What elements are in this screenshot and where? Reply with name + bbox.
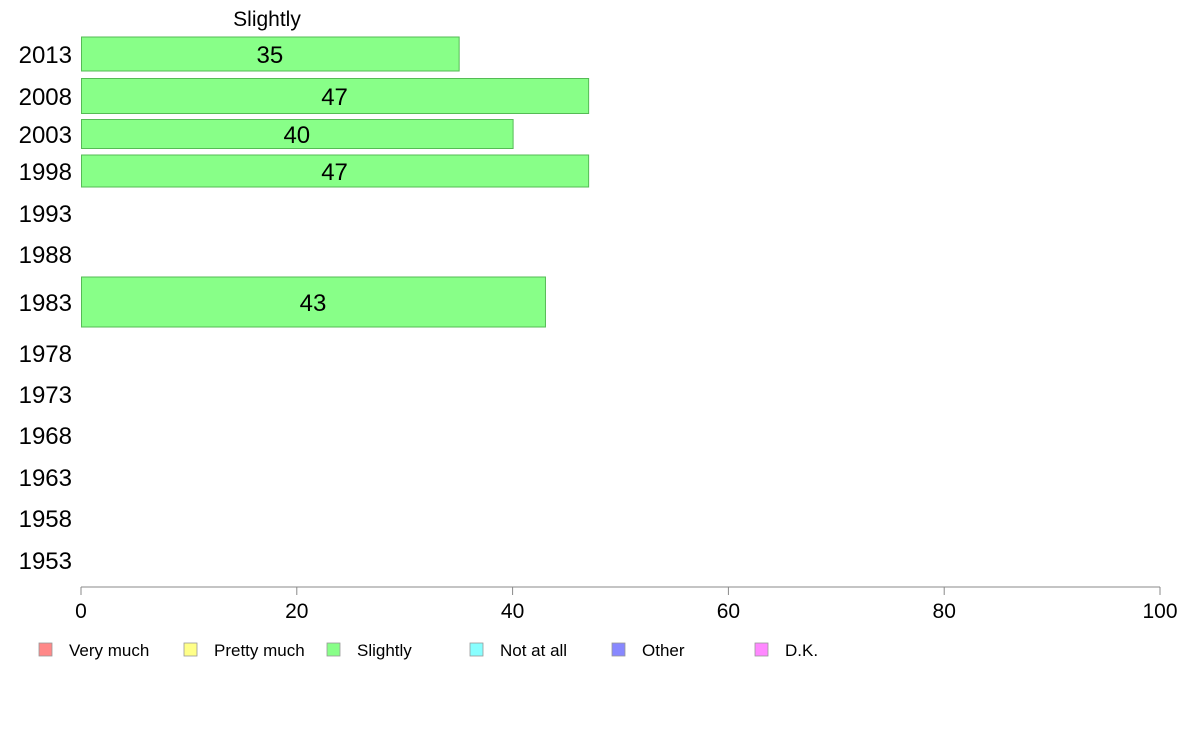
bar-1998 [81,154,590,188]
category-labels: 2013 2008 2003 1998 1993 1988 1983 1978 1973 1968… [19,42,72,575]
legend-label-very-much: Very much [69,641,149,660]
legend-label-not-at-all: Not at all [500,641,567,660]
x-tick-label-0: 0 [75,600,87,623]
bar-value-label-2013: 35 [256,42,283,69]
bars [81,36,590,328]
legend: Very much Pretty much Slightly Not at all Ot… [38,641,818,660]
bar-2008 [81,78,590,114]
legend-swatch-pretty-much [183,642,198,657]
category-label-1963: 1963 [19,465,72,492]
x-tick-label-20: 20 [285,600,308,623]
category-label-1983: 1983 [19,290,72,317]
category-label-1953: 1953 [19,548,72,575]
legend-label-other: Other [642,641,685,660]
category-label-2003: 2003 [19,122,72,149]
bar-value-labels: 35 47 40 47 43 [256,42,347,317]
x-tick-label-80: 80 [933,600,956,623]
category-label-1973: 1973 [19,382,72,409]
category-label-1978: 1978 [19,341,72,368]
category-label-1993: 1993 [19,201,72,228]
legend-swatch-very-much [38,642,53,657]
legend-label-d-k-: D.K. [785,641,818,660]
bar-value-label-1998: 47 [321,159,348,186]
category-label-1988: 1988 [19,242,72,269]
legend-label-slightly: Slightly [357,641,412,660]
x-tick-label-100: 100 [1142,600,1177,623]
category-label-2008: 2008 [19,84,72,111]
bar-value-label-2003: 40 [283,122,310,149]
bar-1983 [81,276,546,328]
legend-swatch-not-at-all [469,642,484,657]
x-axis: 0 20 40 60 80 100 [75,586,1178,623]
panel-title: Slightly [233,8,301,31]
bar-2013 [81,36,460,72]
category-label-1998: 1998 [19,159,72,186]
bar-value-label-1983: 43 [300,290,327,317]
x-tick-label-60: 60 [717,600,740,623]
bar-value-label-2008: 47 [321,84,348,111]
category-label-1958: 1958 [19,506,72,533]
legend-label-pretty-much: Pretty much [214,641,305,660]
legend-swatch-d-k- [754,642,769,657]
category-label-1968: 1968 [19,423,72,450]
x-tick-label-40: 40 [501,600,524,623]
legend-swatch-slightly [326,642,341,657]
legend-swatch-other [611,642,626,657]
bar-2003 [81,119,514,149]
category-label-2013: 2013 [19,42,72,69]
